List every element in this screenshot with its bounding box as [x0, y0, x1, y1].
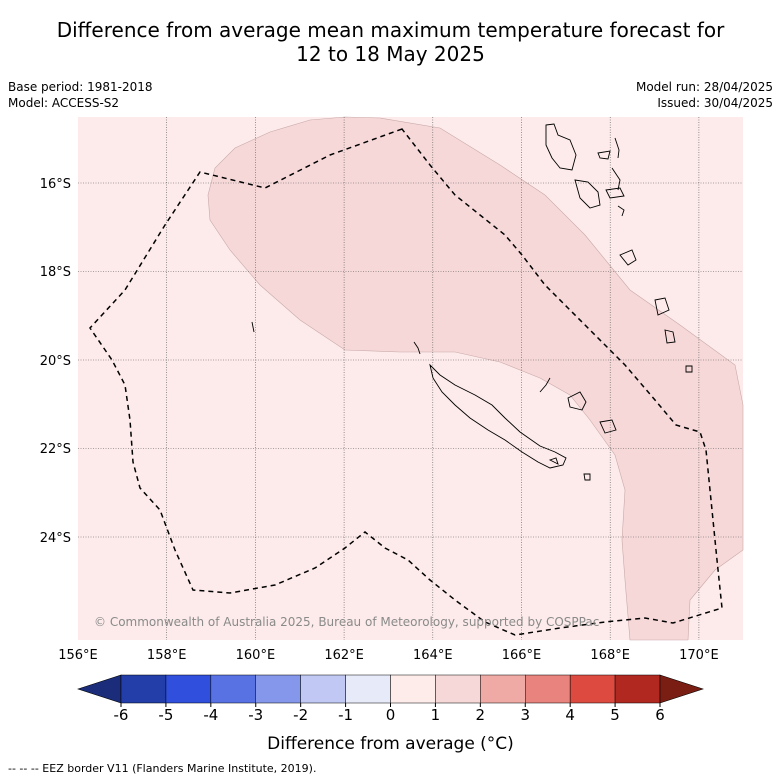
longitude-labels: 156°E 158°E 160°E 162°E 164°E 166°E 168°… — [58, 648, 718, 663]
colorbar-label: Difference from average (°C) — [267, 734, 514, 754]
epi — [617, 205, 625, 217]
copyright-notice: © Commonwealth of Australia 2025, Bureau… — [94, 615, 599, 629]
vanuatu-islands — [545, 123, 693, 373]
colorbar-box-9 — [525, 674, 571, 704]
colorbar-tick-label: -4 — [203, 706, 218, 724]
colorbar-box-6 — [390, 674, 436, 704]
lat-label-24s: 24°S — [40, 531, 71, 546]
colorbar-tick-label: -3 — [248, 706, 263, 724]
lon-label-168e: 168°E — [590, 648, 630, 663]
colorbar-under-arrow — [77, 674, 122, 704]
new-caledonia-coastline — [429, 363, 567, 469]
colorbar-box-8 — [480, 674, 526, 704]
colorbar-tick-label: -6 — [114, 706, 129, 724]
espiritu-santo — [545, 123, 577, 171]
colorbar-box-11 — [614, 674, 661, 704]
map-title: Difference from average mean maximum tem… — [0, 18, 781, 66]
colorbar-box-10 — [569, 674, 616, 704]
lat-label-20s: 20°S — [40, 354, 71, 369]
colorbar-ticks: -6 -5 -4 -3 -2 -1 0 1 2 3 4 5 6 — [114, 703, 665, 724]
colorbar-tick-label: 6 — [655, 706, 665, 724]
loyalty-mare — [599, 419, 617, 434]
colorbar-boxes — [120, 674, 661, 704]
model-run: Model run: 28/04/2025 — [635, 80, 773, 94]
lon-label-160e: 160°E — [236, 648, 276, 663]
colorbar-tick-label: 4 — [565, 706, 575, 724]
loyalty-ouvea — [539, 377, 551, 393]
lat-label-16s: 16°S — [40, 177, 71, 192]
lat-label-22s: 22°S — [40, 442, 71, 457]
aneityum — [685, 365, 693, 373]
title-line-2: 12 to 18 May 2025 — [296, 42, 485, 66]
lat-label-18s: 18°S — [40, 265, 71, 280]
malekula — [574, 179, 601, 209]
meta-left: Base period: 1981-2018 Model: ACCESS-S2 — [8, 79, 153, 111]
colorbar-box-0 — [120, 674, 167, 704]
isle-of-pines — [548, 457, 559, 465]
belep-islands — [413, 341, 421, 355]
maewo — [614, 137, 620, 159]
colorbar-tick-label: 3 — [520, 706, 530, 724]
colorbar-tick-label: 5 — [610, 706, 620, 724]
meta-right: Model run: 28/04/2025 Issued: 30/04/2025 — [636, 79, 773, 111]
model-name: Model: ACCESS-S2 — [8, 96, 120, 110]
colorbar-box-7 — [435, 674, 481, 704]
latitude-labels: 16°S 18°S 20°S 22°S 24°S — [40, 177, 71, 546]
colorbar-over-arrow — [659, 674, 704, 704]
colorbar-tick-label: -2 — [293, 706, 308, 724]
pentecost — [611, 167, 621, 191]
colorbar-tick-label: 2 — [476, 706, 486, 724]
chesterfield-islet — [251, 321, 255, 333]
tanna — [664, 329, 676, 344]
map-panel — [78, 116, 744, 641]
colorbar-box-5 — [345, 674, 391, 704]
colorbar-box-4 — [300, 674, 346, 704]
efate — [619, 249, 637, 266]
loyalty-lifou — [567, 391, 587, 411]
erromango — [654, 297, 670, 316]
colorbar-tick-label: 1 — [431, 706, 441, 724]
ambrym — [605, 187, 625, 199]
lon-label-156e: 156°E — [58, 648, 98, 663]
colorbar-box-1 — [165, 674, 212, 704]
colorbar-box-3 — [255, 674, 301, 704]
anomaly-zone-1-2 — [207, 116, 744, 641]
lon-label-170e: 170°E — [679, 648, 719, 663]
colorbar-tick-label: -5 — [158, 706, 173, 724]
colorbar-box-2 — [210, 674, 256, 704]
lon-label-166e: 166°E — [502, 648, 542, 663]
eez-footnote: -- -- -- EEZ border V11 (Flanders Marine… — [8, 762, 317, 775]
walpole-island — [583, 473, 591, 481]
lon-label-162e: 162°E — [324, 648, 364, 663]
lon-label-164e: 164°E — [413, 648, 453, 663]
title-line-1: Difference from average mean maximum tem… — [56, 18, 725, 42]
colorbar-tick-label: 0 — [386, 706, 396, 724]
lon-label-158e: 158°E — [147, 648, 187, 663]
ambae — [597, 150, 611, 160]
colorbar-tick-label: -1 — [338, 706, 353, 724]
colorbar: -6 -5 -4 -3 -2 -1 0 1 2 3 4 5 6 Difference from aver… — [77, 674, 704, 754]
graticule — [78, 117, 743, 640]
eez-border — [89, 128, 723, 636]
base-period: Base period: 1981-2018 — [8, 80, 153, 94]
issued-date: Issued: 30/04/2025 — [657, 96, 773, 110]
